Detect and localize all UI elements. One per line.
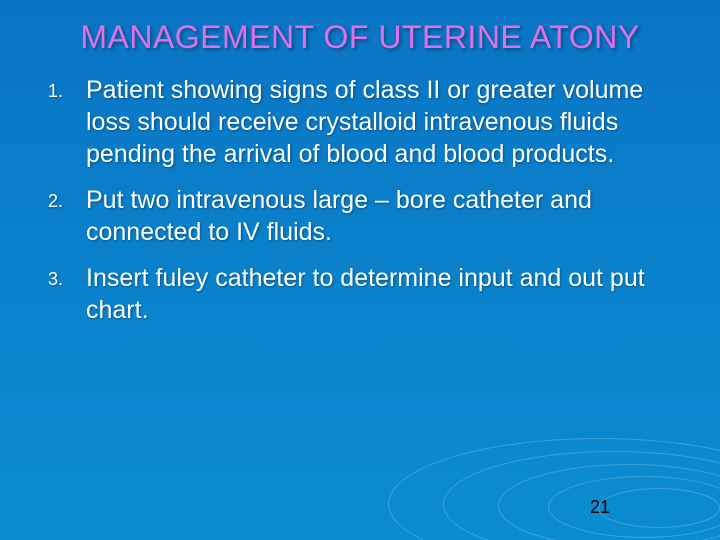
ripple-decoration <box>598 488 720 528</box>
list-item-text: Put two intravenous large – bore cathete… <box>86 186 592 246</box>
list-item-text: Insert fuley catheter to determine input… <box>86 264 645 324</box>
slide: MANAGEMENT OF UTERINE ATONY Patient show… <box>0 0 720 540</box>
numbered-list: Patient showing signs of class II or gre… <box>40 74 680 326</box>
ripple-decoration <box>443 451 720 540</box>
ripple-decoration <box>388 438 720 540</box>
list-item: Patient showing signs of class II or gre… <box>80 74 680 170</box>
slide-body: Patient showing signs of class II or gre… <box>0 56 720 326</box>
list-item: Put two intravenous large – bore cathete… <box>80 184 680 248</box>
ripple-decoration <box>548 476 720 538</box>
page-number: 21 <box>590 497 610 518</box>
list-item: Insert fuley catheter to determine input… <box>80 262 680 326</box>
slide-title: MANAGEMENT OF UTERINE ATONY <box>0 0 720 56</box>
list-item-text: Patient showing signs of class II or gre… <box>86 76 643 168</box>
